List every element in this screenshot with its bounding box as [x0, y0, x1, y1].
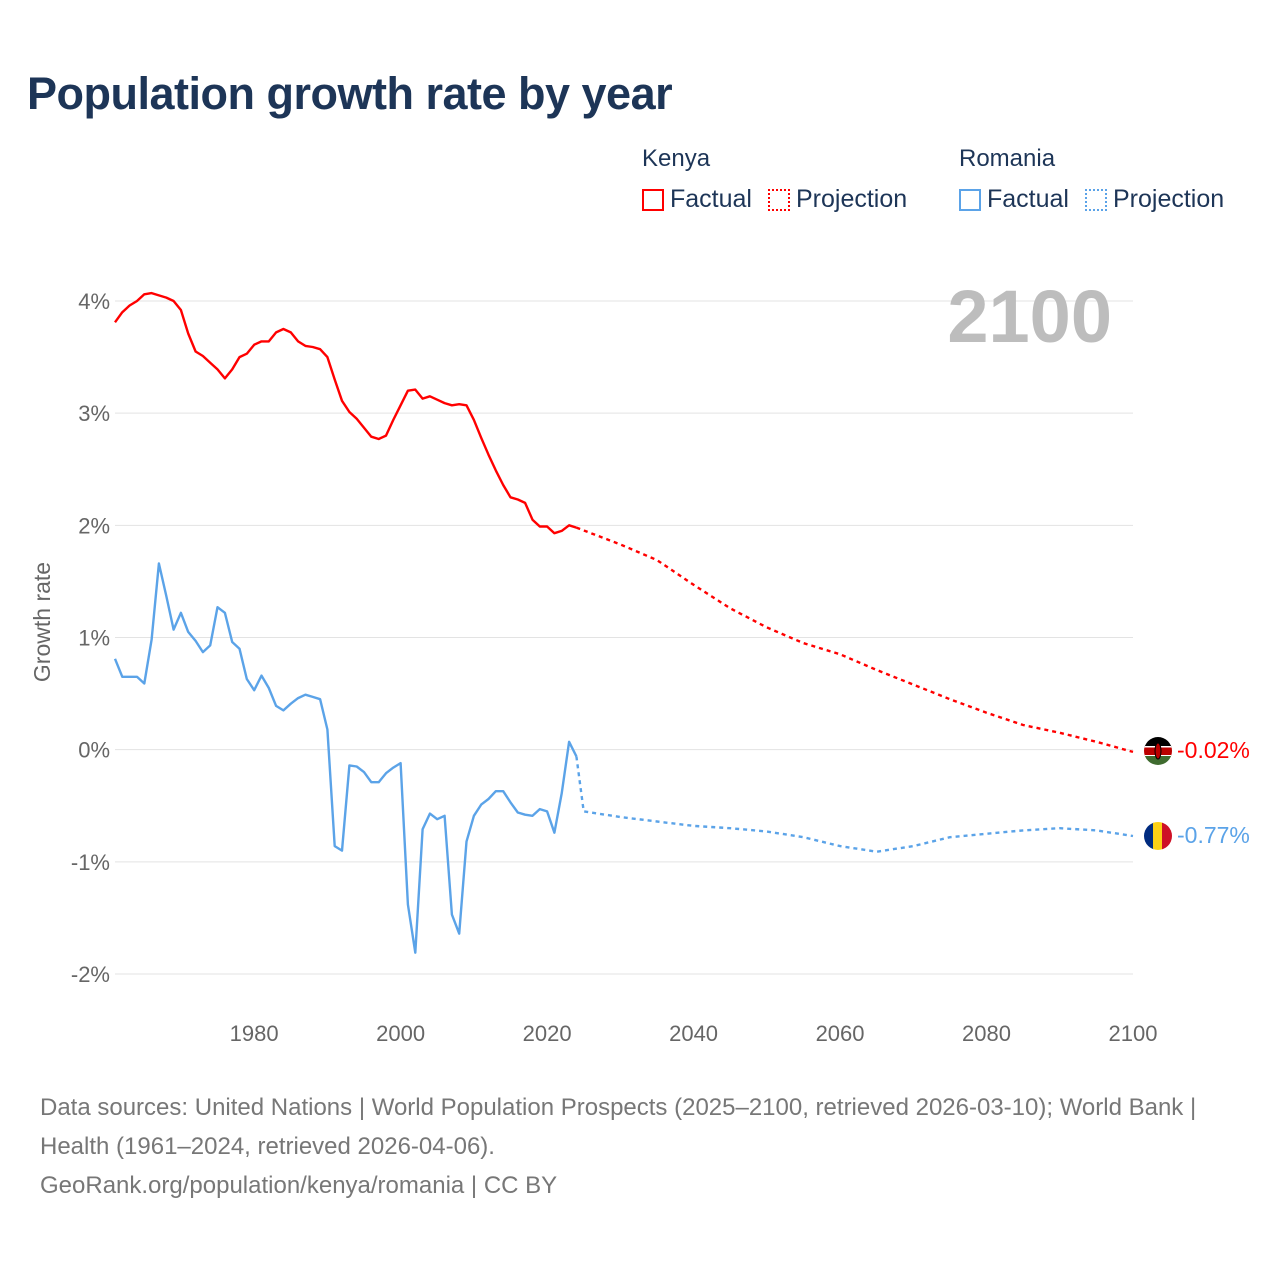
data-sources: Data sources: United Nations | World Pop…	[40, 1094, 1197, 1160]
legend-label: Factual	[670, 185, 752, 213]
legend-group-label: Kenya	[642, 145, 711, 172]
y-tick-label: -1%	[71, 850, 110, 875]
chart-title: Population growth rate by year	[27, 68, 673, 119]
x-tick-label: 1980	[230, 1021, 279, 1046]
romania-end-label: -0.77%	[1177, 822, 1250, 848]
x-tick-label: 2100	[1109, 1021, 1158, 1046]
y-tick-label: 4%	[78, 289, 110, 314]
legend-group-kenya: Kenya Factual Projection	[642, 145, 907, 214]
y-tick-label: 2%	[78, 513, 110, 538]
romania-flag-icon	[1144, 822, 1172, 850]
x-tick-label: 2020	[523, 1021, 572, 1046]
legend-label: Projection	[795, 185, 908, 213]
legend-group-label: Romania	[959, 145, 1056, 172]
legend-kenya-factual[interactable]: Factual	[642, 185, 752, 214]
legend-label: Projection	[1112, 185, 1225, 213]
legend-swatch-solid	[959, 188, 981, 211]
series-line-kenya-projection	[575, 526, 1134, 754]
y-tick-label: 1%	[78, 626, 110, 651]
y-tick-label: -2%	[71, 962, 110, 987]
series-line-romania-projection	[575, 756, 1134, 853]
legend-romania-projection[interactable]: Projection	[1084, 185, 1225, 214]
x-tick-label: 2000	[376, 1021, 425, 1046]
y-tick-label: 3%	[78, 401, 110, 426]
x-tick-label: 2080	[962, 1021, 1011, 1046]
legend-group-romania: Romania Factual Projection	[959, 145, 1224, 214]
kenya-end-label: -0.02%	[1177, 737, 1250, 763]
x-tick-label: 2060	[816, 1021, 865, 1046]
legend-romania-factual[interactable]: Factual	[959, 185, 1069, 214]
legend-swatch-dotted	[1084, 188, 1107, 211]
line-chart: 4% 3% 2% 1% 0% -1% -2% 1980 2000 2020 2040 2060 2080…	[29, 275, 1250, 1046]
legend-swatch-dotted	[767, 188, 790, 211]
current-year-label: 2100	[947, 275, 1112, 358]
legend-swatch-solid	[642, 188, 664, 211]
legend-kenya-projection[interactable]: Projection	[767, 185, 908, 214]
kenya-flag-icon	[1144, 737, 1172, 765]
y-tick-label: 0%	[78, 738, 110, 763]
series-line-romania-factual	[113, 562, 578, 954]
footer: Data sources: United Nations | World Pop…	[40, 1088, 1240, 1205]
attribution-link[interactable]: GeoRank.org/population/kenya/romania | C…	[40, 1172, 558, 1199]
x-tick-label: 2040	[669, 1021, 718, 1046]
series-line-kenya-factual	[114, 291, 577, 535]
legend-label: Factual	[987, 185, 1069, 213]
y-axis-label: Growth rate	[29, 562, 55, 682]
